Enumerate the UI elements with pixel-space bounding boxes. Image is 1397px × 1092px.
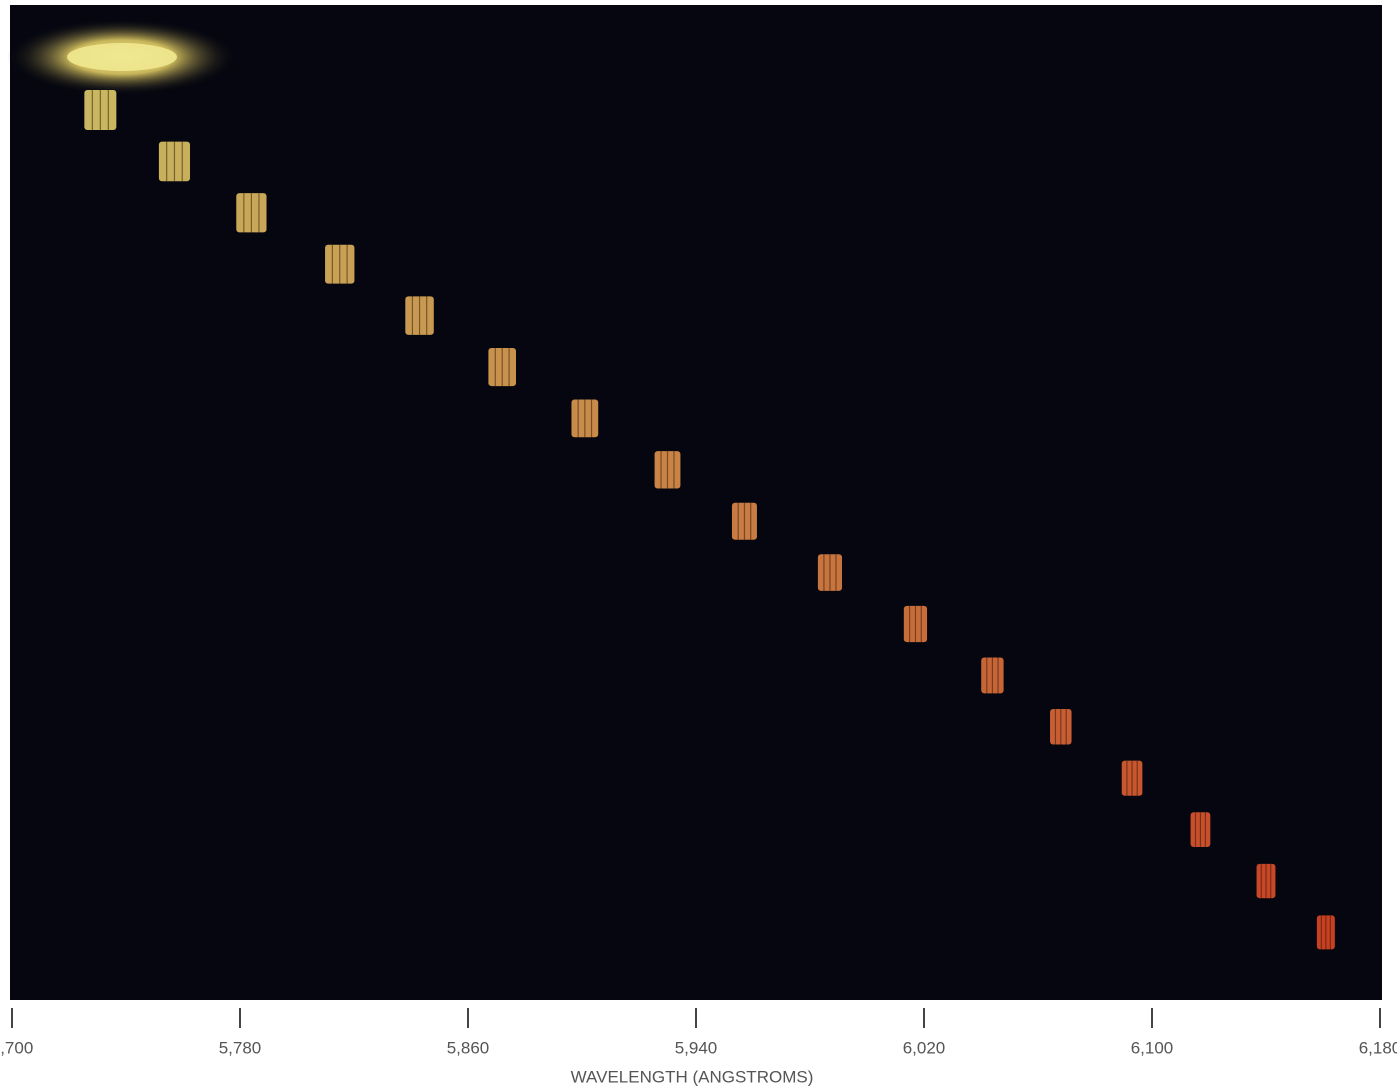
source-core bbox=[67, 43, 177, 71]
x-tick-label: 5,780 bbox=[219, 1038, 262, 1057]
x-tick-label: 6,100 bbox=[1131, 1038, 1174, 1057]
x-tick-label: 6,180 bbox=[1359, 1038, 1397, 1057]
x-tick-label: 5,700 bbox=[0, 1038, 33, 1057]
x-axis-title: WAVELENGTH (ANGSTROMS) bbox=[571, 1067, 814, 1086]
x-tick-label: 5,940 bbox=[675, 1038, 718, 1057]
x-tick-label: 5,860 bbox=[447, 1038, 490, 1057]
spectrum-plate bbox=[10, 5, 1382, 1000]
x-tick-label: 6,020 bbox=[903, 1038, 946, 1057]
